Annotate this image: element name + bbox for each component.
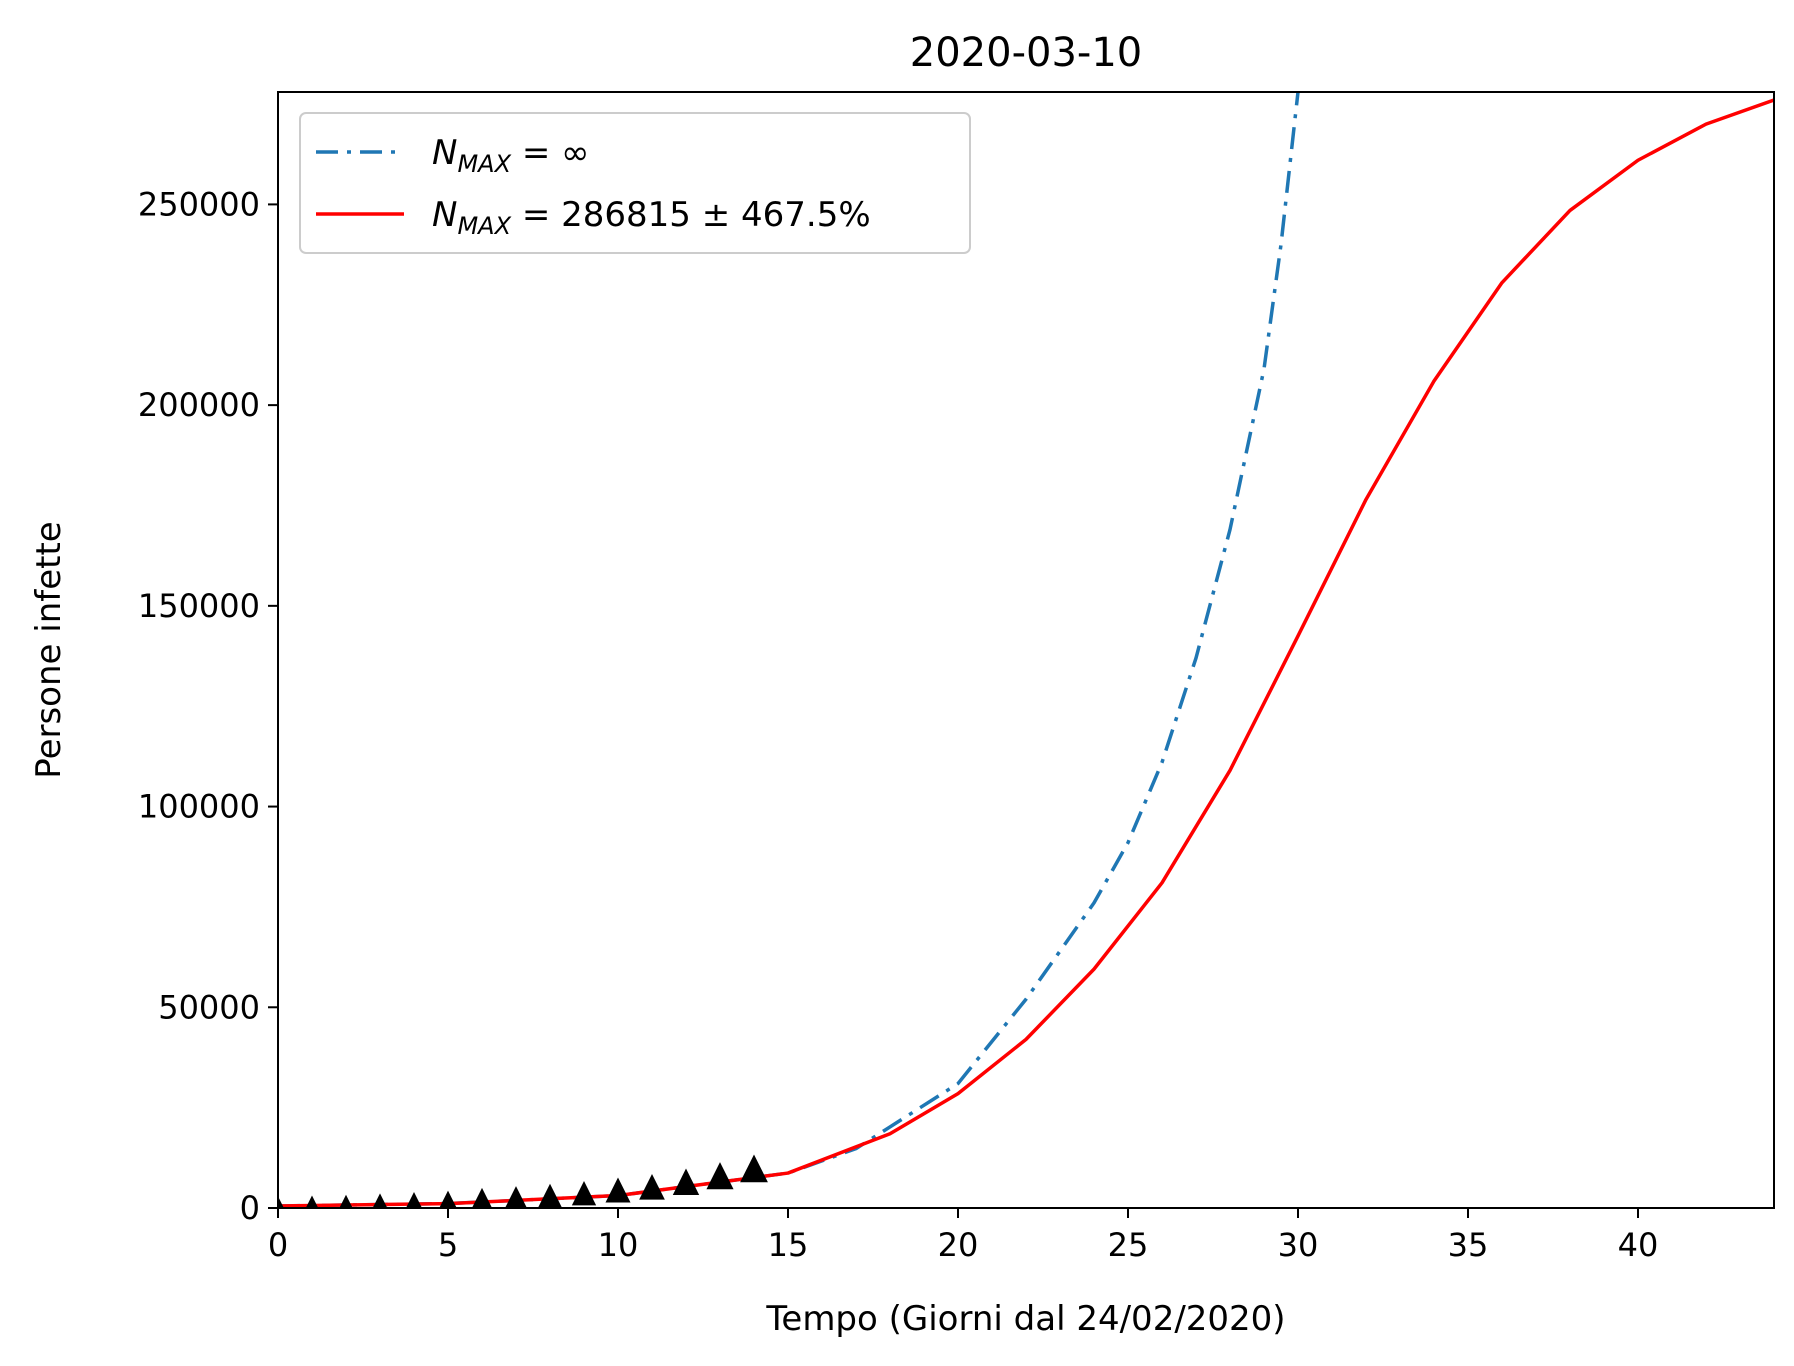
data-point-marker [538,1183,562,1208]
y-tick-label: 50000 [158,988,260,1026]
data-point-marker [439,1190,457,1208]
y-axis-label: Persone infette [29,521,69,778]
y-tick-label: 0 [240,1189,260,1227]
data-point-marker [278,1196,284,1208]
data-point-marker [405,1191,423,1208]
plot-data [278,92,1774,1208]
y-tick-label: 150000 [138,587,260,625]
x-tick-label: 5 [438,1226,458,1264]
legend-box [299,112,971,254]
x-tick-label: 35 [1448,1226,1489,1264]
x-axis-label: Tempo (Giorni dal 24/02/2020) [765,1299,1285,1339]
x-tick-label: 30 [1278,1226,1319,1264]
plot-frame [277,91,1775,1209]
x-tick-label: 20 [938,1226,979,1264]
data-point-marker [372,1193,388,1208]
x-tick-label: 25 [1108,1226,1149,1264]
legend-entry-label: NMAX = ∞ [432,133,589,178]
data-point-marker [305,1195,319,1208]
y-tick-label: 200000 [138,386,260,424]
legend-entry-label: NMAX = 286815 ± 467.5% [432,195,871,240]
y-tick-label: 250000 [138,185,260,223]
x-tick-label: 40 [1618,1226,1659,1264]
x-tick-label: 10 [598,1226,639,1264]
data-point-marker [740,1154,768,1183]
data-point-marker [505,1186,527,1208]
data-point-marker [571,1181,597,1206]
data-point-marker [672,1168,700,1195]
data-point-marker [639,1173,665,1200]
legend: NMAX = ∞ NMAX = 286815 ± 467.5% [299,112,971,254]
data-point-marker [339,1194,353,1208]
y-tick-label: 100000 [138,788,260,826]
data-point-marker [605,1177,631,1203]
chart-title: 2020-03-10 [910,30,1142,76]
data-point-marker [706,1162,734,1190]
x-tick-label: 15 [768,1226,809,1264]
data-point-marker [471,1187,493,1208]
x-tick-label: 0 [268,1226,288,1264]
